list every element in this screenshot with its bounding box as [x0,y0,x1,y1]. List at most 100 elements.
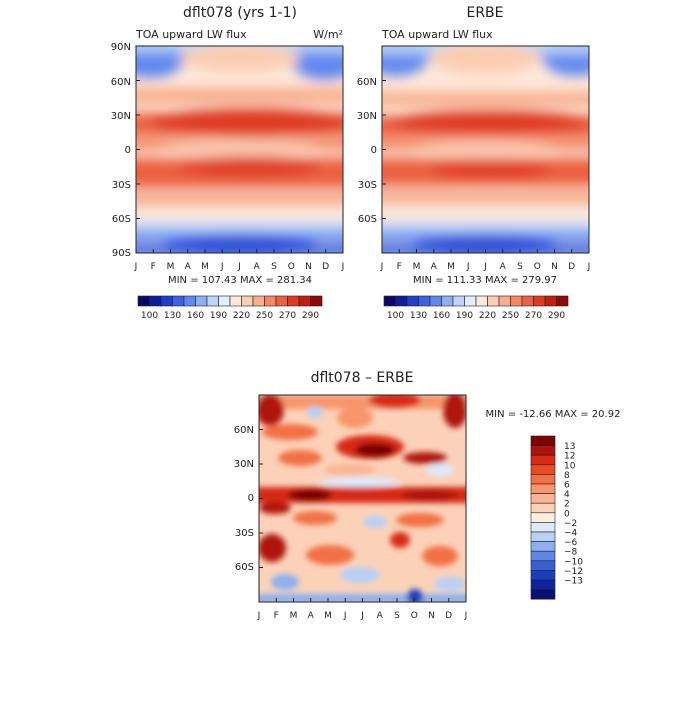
colorbar-label: 250 [502,311,519,321]
x-tick: M [413,262,421,272]
colorbar-swatch [530,560,556,571]
colorbar-label: 13 [564,442,575,452]
colorbar-label: 250 [256,311,273,321]
panel1-title: dflt078 (yrs 1-1) [183,5,297,21]
colorbar-swatch [160,295,173,307]
colorbar-swatch [498,295,511,307]
colorbar-swatch [521,295,534,307]
y-tick: 60N [234,425,254,436]
colorbar-swatch [530,531,556,542]
panel3-stats: MIN = -12.66 MAX = 20.92 [486,409,621,420]
y-tick: 0 [371,145,377,156]
colorbar-label: 10 [564,461,576,471]
y-tick: 30S [112,180,131,191]
x-tick: J [134,262,138,272]
panel1-colorbar: 100 130 160 190 220 250 270 290 [137,295,323,321]
colorbar-swatch [241,295,254,307]
colorbar-swatch [229,295,242,307]
colorbar-label: 190 [210,311,227,321]
colorbar-label: −2 [564,519,577,529]
y-tick: 30S [235,528,254,539]
colorbar-swatch [556,295,569,307]
colorbar-swatch [530,541,556,552]
colorbar-label: 290 [302,311,319,321]
panel-erbe: ERBE TOA upward LW flux [357,5,591,321]
colorbar-label: 100 [141,311,158,321]
panel2-subtitle: TOA upward LW flux [381,28,493,41]
panel2-stats: MIN = 111.33 MAX = 279.97 [413,275,557,286]
x-tick: N [428,611,435,621]
colorbar-swatch [510,295,523,307]
colorbar-label: 270 [525,311,542,321]
x-tick: F [274,611,279,621]
colorbar-label: 130 [164,311,181,321]
colorbar-swatch [530,579,556,590]
panel1-subtitle: TOA upward LW flux [135,28,247,41]
y-tick: 60S [112,214,131,225]
colorbar-label: 160 [187,311,204,321]
x-tick: F [151,262,156,272]
panel2-field [382,46,589,253]
x-tick: J [237,262,241,272]
y-tick: 90N [111,42,131,53]
y-tick: 60N [111,77,131,88]
colorbar-label: −6 [564,538,578,548]
x-tick: A [308,611,315,621]
panel3-title: dflt078 – ERBE [311,370,414,386]
x-tick: S [394,611,400,621]
x-tick: M [447,262,455,272]
colorbar-label: −8 [564,548,578,558]
colorbar-swatch [530,464,556,475]
colorbar-swatch [530,493,556,504]
x-tick: J [341,262,345,272]
y-tick: 30N [111,111,131,122]
x-tick: D [445,611,452,621]
x-tick: N [305,262,312,272]
colorbar-swatch [287,295,300,307]
x-tick: J [464,611,468,621]
colorbar-swatch [530,550,556,562]
colorbar-swatch [252,295,265,307]
colorbar-label: 100 [387,311,404,321]
colorbar-label: 160 [433,311,450,321]
colorbar-swatch [137,295,150,307]
colorbar-label: 130 [410,311,427,321]
colorbar-swatch [264,295,277,307]
colorbar-label: −10 [564,557,583,567]
y-tick: 60S [235,562,254,573]
colorbar-label: 290 [548,311,565,321]
x-tick: M [167,262,175,272]
colorbar-label: 8 [564,471,570,481]
y-tick: 30N [234,459,254,470]
colorbar-label: 190 [456,311,473,321]
y-tick: 0 [125,145,131,156]
y-tick: 0 [248,493,254,504]
colorbar-swatch [530,435,556,446]
colorbar-swatch [487,295,500,307]
colorbar-label: −13 [564,577,583,587]
x-tick: O [411,611,418,621]
panel1-units: W/m² [313,28,343,41]
colorbar-label: −4 [564,529,578,539]
x-tick: N [551,262,558,272]
colorbar-label: 220 [479,311,496,321]
colorbar-swatch [530,502,556,514]
colorbar-swatch [195,295,208,307]
colorbar-swatch [429,295,442,307]
colorbar-swatch [406,295,419,307]
colorbar-swatch [530,570,556,581]
x-tick: O [534,262,541,272]
x-tick: J [257,611,261,621]
colorbar-swatch [530,522,556,533]
colorbar-swatch [530,445,556,456]
colorbar-swatch [530,512,556,523]
colorbar-swatch [530,474,556,485]
x-tick: S [517,262,523,272]
panel-difference: dflt078 – ERBE [234,370,621,621]
x-tick: M [290,611,298,621]
colorbar-label: 0 [564,509,570,519]
colorbar-swatch [310,295,323,307]
